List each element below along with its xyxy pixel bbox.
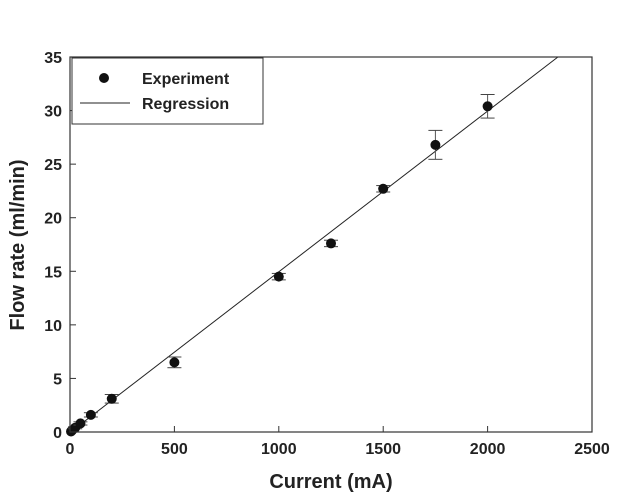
y-tick-label: 0 xyxy=(53,425,62,442)
data-point xyxy=(75,418,86,429)
data-point xyxy=(378,183,389,194)
y-tick-label: 5 xyxy=(53,371,62,388)
x-tick-label: 2000 xyxy=(470,441,506,458)
data-point xyxy=(482,101,493,112)
y-tick-label: 15 xyxy=(44,264,62,281)
data-point xyxy=(430,139,441,150)
y-tick-label: 25 xyxy=(44,157,62,174)
x-tick-label: 1500 xyxy=(365,441,401,458)
x-tick-label: 1000 xyxy=(261,441,297,458)
y-tick-label: 20 xyxy=(44,211,62,228)
y-tick-label: 35 xyxy=(44,50,62,67)
y-axis-label: Flow rate (ml/min) xyxy=(7,159,29,330)
data-point xyxy=(106,393,117,404)
plot-frame xyxy=(69,56,593,433)
data-point xyxy=(273,271,284,282)
regression-line xyxy=(70,56,559,433)
legend-regression-label: Regression xyxy=(142,96,229,113)
data-point xyxy=(85,409,96,420)
x-axis-label: Current (mA) xyxy=(269,471,392,493)
y-tick-label: 10 xyxy=(44,318,62,335)
data-point xyxy=(169,357,180,368)
legend-experiment-label: Experiment xyxy=(142,71,230,88)
legend: Experiment Regression xyxy=(71,57,264,125)
y-tick-label: 30 xyxy=(44,104,62,121)
data-point xyxy=(326,238,336,249)
x-tick-label: 2500 xyxy=(574,441,610,458)
x-tick-label: 500 xyxy=(161,441,188,458)
legend-experiment-marker xyxy=(99,73,109,83)
x-tick-label: 0 xyxy=(66,441,75,458)
legend-box xyxy=(71,57,264,125)
